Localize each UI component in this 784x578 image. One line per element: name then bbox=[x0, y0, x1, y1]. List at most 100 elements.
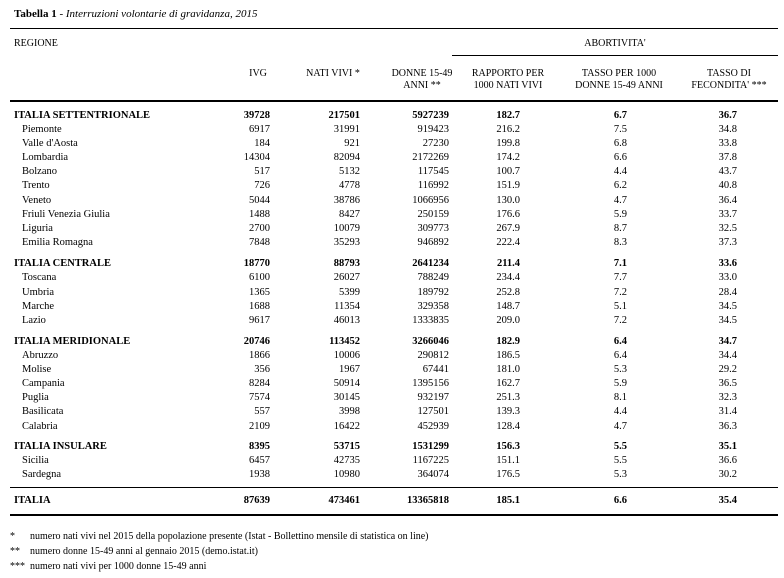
cell-nati: 26027 bbox=[333, 272, 360, 283]
footnote-text: numero donne 15-49 anni al gennaio 2015 … bbox=[30, 546, 259, 557]
total-top-rule bbox=[10, 487, 778, 488]
cell-rapporto: 182.9 bbox=[496, 336, 520, 347]
cell-donne: 1333835 bbox=[412, 315, 449, 326]
cell-fecondita: 43.7 bbox=[718, 166, 737, 177]
total-label: ITALIA bbox=[14, 495, 51, 506]
cell-rapporto: 182.7 bbox=[496, 110, 520, 121]
footnote: * numero nati vivi nel 2015 della popolaz… bbox=[10, 531, 429, 542]
cell-donne: 117545 bbox=[417, 166, 449, 177]
region-label: Bolzano bbox=[22, 166, 57, 177]
cell-fecondita: 34.4 bbox=[718, 350, 737, 361]
cell-rapporto: 199.8 bbox=[496, 138, 520, 149]
footnote-text: numero nati vivi nel 2015 della popolazi… bbox=[30, 531, 429, 542]
footnote-mark: ** bbox=[10, 546, 20, 557]
cell-fecondita: 32.5 bbox=[718, 223, 737, 234]
cell-donne: 364074 bbox=[417, 469, 450, 480]
cell-rapporto: 267.9 bbox=[496, 223, 520, 234]
cell-nati: 473461 bbox=[328, 495, 361, 506]
region-label: Valle d'Aosta bbox=[22, 138, 78, 149]
cell-tasso: 5.5 bbox=[613, 441, 627, 452]
cell-ivg: 6917 bbox=[249, 124, 270, 135]
cell-donne: 3266046 bbox=[412, 336, 449, 347]
footnote-mark: * bbox=[10, 531, 15, 542]
cell-ivg: 14304 bbox=[243, 152, 270, 163]
cell-nati: 88793 bbox=[333, 258, 360, 269]
cell-tasso: 6.4 bbox=[613, 350, 627, 361]
cell-rapporto: 176.5 bbox=[496, 469, 520, 480]
top-rule bbox=[10, 28, 778, 29]
cell-nati: 10980 bbox=[333, 469, 360, 480]
cell-ivg: 2700 bbox=[249, 223, 270, 234]
cell-tasso: 4.4 bbox=[613, 406, 627, 417]
cell-rapporto: 100.7 bbox=[496, 166, 520, 177]
cell-fecondita: 34.5 bbox=[718, 301, 737, 312]
cell-donne: 127501 bbox=[417, 406, 450, 417]
cell-nati: 82094 bbox=[333, 152, 360, 163]
cell-rapporto: 251.3 bbox=[496, 392, 520, 403]
cell-donne: 1395156 bbox=[412, 378, 449, 389]
cell-fecondita: 31.4 bbox=[718, 406, 737, 417]
cell-tasso: 6.2 bbox=[613, 180, 627, 191]
cell-rapporto: 151.1 bbox=[496, 455, 520, 466]
cell-fecondita: 36.3 bbox=[718, 421, 737, 432]
cell-fecondita: 36.5 bbox=[718, 378, 737, 389]
cell-donne: 67441 bbox=[422, 364, 449, 375]
header-donne: DONNE 15-49 ANNI ** bbox=[380, 68, 464, 92]
cell-tasso: 7.5 bbox=[613, 124, 627, 135]
cell-ivg: 8284 bbox=[249, 378, 270, 389]
cell-fecondita: 34.8 bbox=[718, 124, 737, 135]
cell-nati: 4778 bbox=[339, 180, 360, 191]
footnote: *** numero nati vivi per 1000 donne 15-49… bbox=[10, 561, 206, 572]
cell-ivg: 6100 bbox=[249, 272, 270, 283]
cell-nati: 10006 bbox=[333, 350, 360, 361]
cell-donne: 1167225 bbox=[412, 455, 449, 466]
cell-nati: 35293 bbox=[333, 237, 360, 248]
cell-fecondita: 29.2 bbox=[718, 364, 737, 375]
abortivita-rule bbox=[452, 55, 778, 56]
cell-nati: 10079 bbox=[333, 223, 360, 234]
header-tasso-line1: TASSO PER 1000 bbox=[581, 68, 657, 79]
cell-fecondita: 36.7 bbox=[718, 110, 737, 121]
cell-nati: 38786 bbox=[333, 195, 360, 206]
cell-nati: 113452 bbox=[329, 336, 360, 347]
cell-fecondita: 33.6 bbox=[718, 258, 737, 269]
cell-ivg: 1365 bbox=[249, 287, 270, 298]
cell-rapporto: 139.3 bbox=[496, 406, 520, 417]
cell-fecondita: 37.8 bbox=[718, 152, 737, 163]
cell-donne: 2172269 bbox=[412, 152, 449, 163]
cell-ivg: 18770 bbox=[243, 258, 270, 269]
cell-nati: 50914 bbox=[333, 378, 360, 389]
cell-ivg: 1866 bbox=[249, 350, 270, 361]
cell-fecondita: 28.4 bbox=[718, 287, 737, 298]
cell-ivg: 726 bbox=[254, 180, 270, 191]
cell-ivg: 9617 bbox=[249, 315, 270, 326]
cell-tasso: 6.6 bbox=[613, 495, 627, 506]
table-caption: Interruzioni volontarie di gravidanza, 2… bbox=[65, 8, 258, 20]
region-label: Toscana bbox=[22, 272, 57, 283]
cell-ivg: 1488 bbox=[249, 209, 270, 220]
region-label: Piemonte bbox=[22, 124, 62, 135]
cell-tasso: 7.7 bbox=[613, 272, 627, 283]
cell-rapporto: 181.0 bbox=[496, 364, 520, 375]
cell-donne: 189792 bbox=[417, 287, 450, 298]
footnote: ** numero donne 15-49 anni al gennaio 201… bbox=[10, 546, 258, 557]
cell-fecondita: 34.5 bbox=[718, 315, 737, 326]
cell-donne: 27230 bbox=[422, 138, 449, 149]
cell-donne: 290812 bbox=[417, 350, 450, 361]
region-label: Campania bbox=[22, 378, 65, 389]
cell-donne: 116992 bbox=[417, 180, 449, 191]
cell-donne: 1066956 bbox=[412, 195, 449, 206]
header-nati-vivi: NATI VIVI * bbox=[306, 68, 360, 79]
region-label: Friuli Venezia Giulia bbox=[22, 209, 110, 220]
cell-donne: 2641234 bbox=[412, 258, 449, 269]
cell-nati: 31991 bbox=[333, 124, 360, 135]
cell-tasso: 8.7 bbox=[613, 223, 627, 234]
cell-nati: 53715 bbox=[333, 441, 360, 452]
region-label: Umbria bbox=[22, 287, 55, 298]
cell-donne: 452939 bbox=[417, 421, 450, 432]
area-label: ITALIA MERIDIONALE bbox=[14, 336, 131, 347]
region-label: Puglia bbox=[22, 392, 49, 403]
cell-rapporto: 130.0 bbox=[496, 195, 520, 206]
cell-donne: 788249 bbox=[417, 272, 450, 283]
cell-nati: 3998 bbox=[339, 406, 360, 417]
